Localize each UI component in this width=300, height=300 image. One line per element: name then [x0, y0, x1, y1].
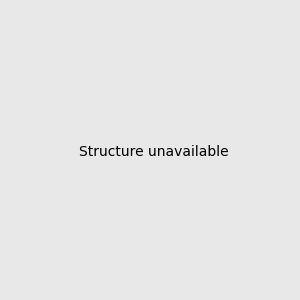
Text: Structure unavailable: Structure unavailable	[79, 145, 229, 158]
